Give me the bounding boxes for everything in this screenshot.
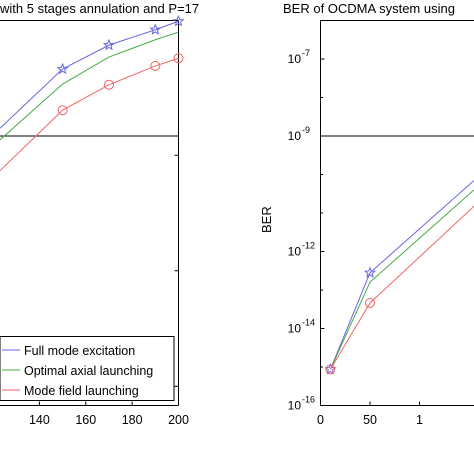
- x-tick-label: 180: [122, 413, 143, 427]
- series-3-circle-marker: [173, 53, 184, 64]
- y-tick-label-exponent: -16: [302, 395, 315, 405]
- right-chart-series: [324, 180, 474, 375]
- series-line-3: [329, 205, 474, 370]
- series-3-circle-marker: [325, 364, 336, 375]
- series-line-1: [329, 180, 474, 370]
- right-chart-title: BER of OCDMA system using: [283, 1, 455, 16]
- series-1-star-marker: [363, 266, 377, 278]
- series-line-2: [0, 31, 179, 141]
- x-tick-label: 140: [29, 413, 50, 427]
- legend-item-optimal-axial: Optimal axial launching: [2, 364, 153, 378]
- series-1-star-marker: [56, 62, 69, 75]
- series-1-star-marker: [324, 362, 337, 375]
- x-tick-label: 50: [363, 413, 377, 427]
- y-tick-label-base: 10: [288, 129, 302, 143]
- y-axis-label: BER: [259, 206, 274, 233]
- legend-label: Optimal axial launching: [24, 364, 153, 378]
- y-tick-label-exponent: -9: [302, 125, 310, 135]
- series-3-circle-marker: [103, 79, 114, 90]
- series-1-star-marker: [149, 23, 162, 35]
- y-tick-label-base: 10: [288, 245, 302, 259]
- x-tick-label: 160: [75, 413, 96, 427]
- series-3-circle-marker: [365, 297, 376, 308]
- x-tick-label: 0: [317, 413, 324, 427]
- legend-item-mode-field: Mode field launching: [2, 384, 139, 398]
- series-3-circle-marker: [150, 60, 161, 71]
- legend-label: Mode field launching: [24, 384, 139, 398]
- legend-label: Full mode excitation: [24, 344, 135, 358]
- y-tick-label-exponent: -14: [302, 318, 315, 328]
- series-line-1: [0, 20, 179, 129]
- x-tick-label: 200: [168, 413, 189, 427]
- left-chart-title: with 5 stages annulation and P=17: [0, 1, 199, 16]
- y-tick-label-base: 10: [288, 399, 302, 413]
- y-tick-label-base: 10: [288, 52, 302, 66]
- series-line-3: [0, 57, 179, 172]
- y-tick-label-exponent: -7: [302, 48, 310, 58]
- series-1-star-marker: [172, 14, 185, 27]
- x-tick-label: 1: [416, 413, 423, 427]
- series-1-star-marker: [102, 38, 115, 51]
- y-tick-label-base: 10: [288, 322, 302, 336]
- legend: Full mode excitation Optimal axial launc…: [0, 336, 175, 401]
- left-chart-frame: [0, 20, 179, 406]
- series-3-circle-marker: [57, 105, 68, 116]
- legend-item-full-mode: Full mode excitation: [2, 344, 135, 358]
- y-tick-label-exponent: -12: [302, 241, 315, 251]
- left-chart-ticks: 140 160 180 200: [0, 135, 189, 427]
- left-chart-series: [0, 14, 185, 172]
- series-line-2: [329, 189, 474, 370]
